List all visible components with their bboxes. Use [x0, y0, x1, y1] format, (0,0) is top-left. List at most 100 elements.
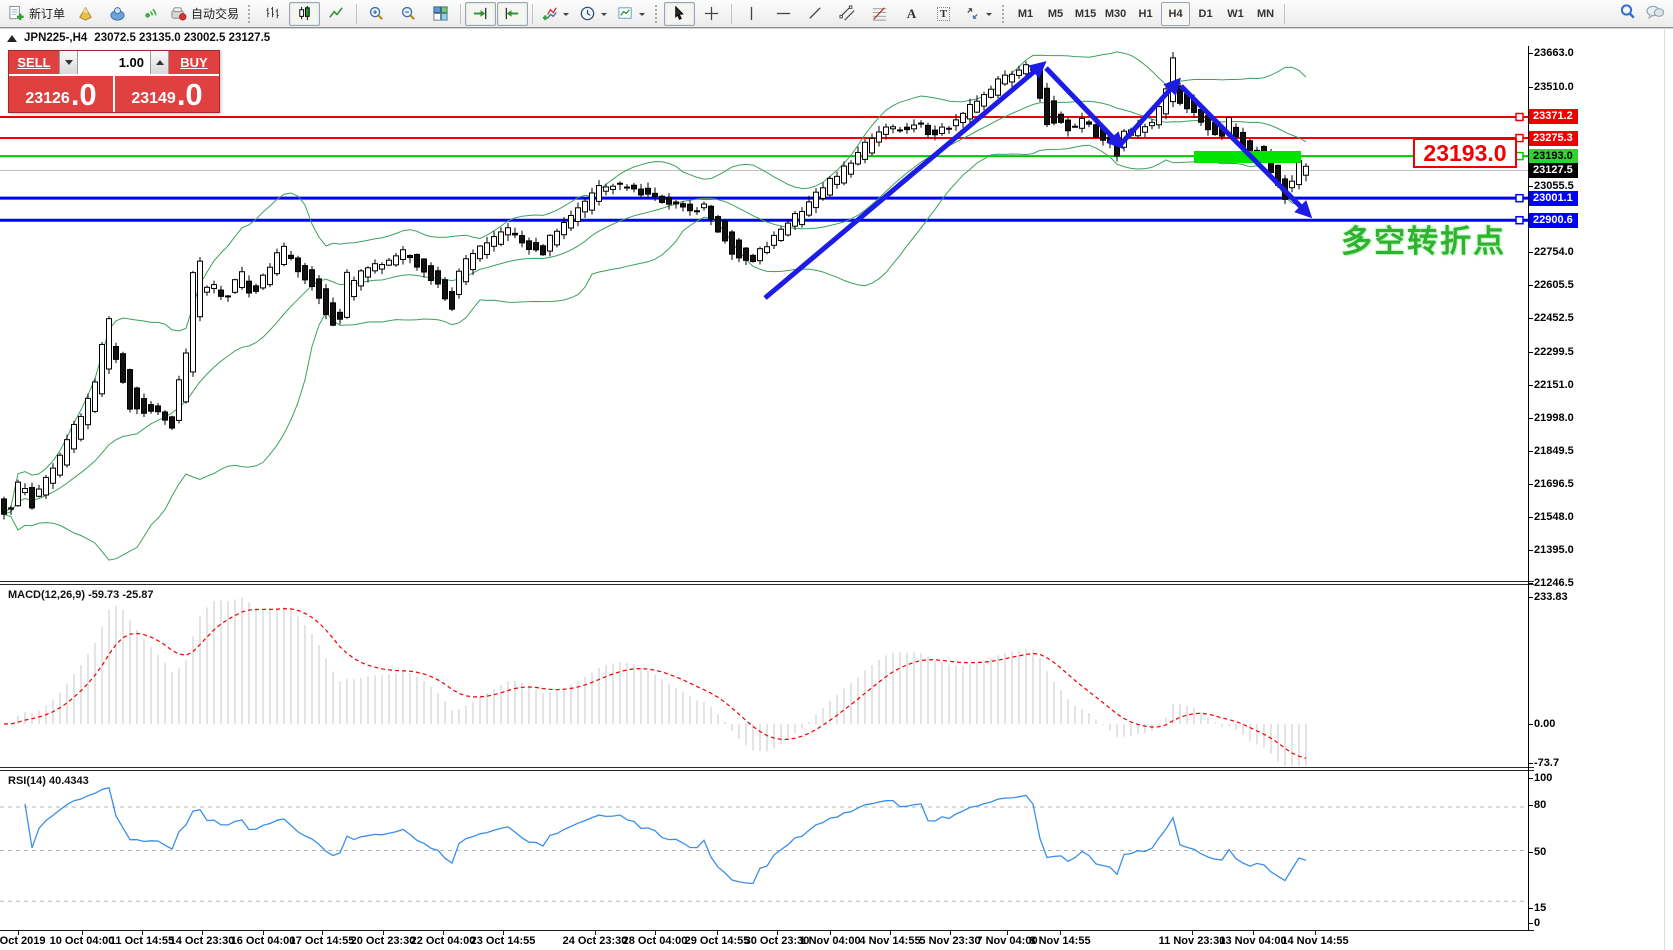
bar-chart-button[interactable] [257, 2, 288, 26]
price-level-text-box[interactable]: 23193.0 [1413, 138, 1517, 168]
price-tick-label: 22605.5 [1534, 278, 1574, 291]
macd-tick-label: -73.7 [1534, 757, 1560, 769]
panel-divider[interactable] [0, 581, 1534, 585]
time-tick-mark [82, 931, 83, 935]
price-level-label: 23371.2 [1529, 109, 1578, 125]
arrows-tool-button[interactable] [960, 2, 997, 26]
clock-icon [580, 6, 595, 21]
time-axis-label: 23 Oct 14:55 [470, 935, 536, 947]
templates-button[interactable] [613, 2, 650, 26]
price-level-label: 23275.3 [1529, 130, 1578, 146]
time-axis-label: 16 Oct 04:00 [230, 935, 296, 947]
time-axis-label: 17 Oct 14:55 [289, 935, 355, 947]
arrows-dropdown-caret [986, 12, 993, 19]
time-tick-mark [950, 931, 951, 935]
panel-divider[interactable] [0, 767, 1534, 771]
timeframe-m1-button[interactable]: M1 [1017, 7, 1034, 20]
timeframe-mn-button[interactable]: MN [1256, 7, 1275, 20]
timeframe-m5-button[interactable]: M5 [1047, 7, 1064, 20]
auto-trading-button[interactable]: 自动交易 [166, 2, 243, 26]
time-axis-label: 28 Oct 04:00 [622, 935, 688, 947]
crosshair-tool-button[interactable] [696, 2, 727, 26]
price-tick-label: 21849.5 [1534, 444, 1574, 457]
templates-dropdown-caret [639, 12, 646, 19]
chart-shift-button[interactable] [497, 1, 529, 26]
rsi-panel-svg[interactable] [0, 773, 1528, 930]
time-tick-mark [1253, 931, 1254, 935]
price-level-label: 23001.1 [1529, 190, 1578, 206]
tile-windows-button[interactable] [425, 2, 456, 26]
macd-panel-svg[interactable] [0, 587, 1528, 769]
time-tick-mark [830, 931, 831, 935]
channel-tool-button[interactable] [832, 2, 863, 26]
volume-increase-button[interactable] [150, 51, 169, 74]
one-click-trading-panel: SELL BUY 23126 .0 23149 .0 [8, 50, 220, 113]
rsi-tick-mark [1528, 805, 1533, 806]
macd-indicator-label: MACD(12,26,9) -59.73 -25.87 [8, 589, 154, 601]
community-button[interactable] [102, 2, 133, 26]
chat-icon[interactable] [1645, 3, 1665, 21]
timeframe-w1-button[interactable]: W1 [1227, 7, 1244, 20]
styler-button[interactable] [70, 2, 101, 26]
text-label-tool-button[interactable]: T [928, 2, 959, 26]
volume-decrease-button[interactable] [59, 51, 78, 74]
price-tick-mark [1528, 484, 1533, 486]
timeframe-d1-button[interactable]: D1 [1198, 7, 1213, 20]
price-tick-mark [1528, 53, 1533, 54]
main-chart-svg[interactable] [0, 46, 1528, 583]
cursor-tool-button[interactable] [664, 1, 696, 26]
fibonacci-tool-button[interactable] [864, 2, 895, 26]
macd-tick-label: 233.83 [1534, 591, 1568, 603]
text-tool-button[interactable]: A [896, 2, 927, 26]
time-tick-mark [142, 931, 143, 935]
vertical-line-tool-button[interactable] [736, 2, 767, 26]
time-tick-mark [443, 931, 444, 935]
price-tick-label: 23055.5 [1534, 180, 1574, 193]
time-tick-mark [717, 931, 718, 935]
trendline-tool-button[interactable] [800, 2, 831, 26]
timeframe-h4-button[interactable]: H4 [1161, 1, 1191, 26]
indicators-button[interactable] [537, 2, 574, 26]
price-level-label: 22900.6 [1529, 212, 1578, 228]
price-tick-mark [1528, 550, 1533, 552]
fibonacci-icon [872, 7, 887, 21]
rsi-tick-mark [1528, 908, 1533, 909]
toolbar-separator [460, 3, 462, 24]
sell-price-display[interactable]: 23126 .0 [9, 76, 115, 112]
periods-dropdown-caret [601, 12, 608, 19]
buy-button[interactable]: BUY [169, 51, 219, 74]
zoom-in-button[interactable] [361, 2, 392, 26]
toolbar-grip [1002, 4, 1006, 23]
timeframe-h1-button[interactable]: H1 [1138, 7, 1153, 20]
time-tick-mark [322, 931, 323, 935]
sell-price-main: 23126 [25, 90, 70, 107]
price-tick-label: 21548.0 [1534, 510, 1574, 523]
time-tick-mark [655, 931, 656, 935]
search-icon[interactable] [1619, 3, 1637, 21]
collapse-chart-icon[interactable] [7, 34, 17, 42]
horizontal-line-tool-button[interactable] [768, 2, 799, 26]
candlestick-chart-button[interactable] [289, 1, 321, 26]
price-tick-label: 22299.5 [1534, 346, 1574, 359]
volume-input[interactable] [78, 51, 150, 74]
price-tick-label: 22452.5 [1534, 312, 1574, 325]
timeframe-m30-button[interactable]: M30 [1104, 7, 1127, 20]
zoom-out-button[interactable] [393, 2, 424, 26]
signal-button[interactable] [134, 2, 165, 26]
time-axis-label: 5 Nov 23:30 [919, 935, 981, 947]
price-tick-mark [1528, 450, 1533, 452]
line-chart-button[interactable] [321, 2, 352, 26]
timeframe-m15-button[interactable]: M15 [1074, 7, 1097, 20]
auto-scroll-button[interactable] [465, 1, 497, 26]
sell-button[interactable]: SELL [9, 51, 59, 74]
new-order-button[interactable]: 新订单 [4, 2, 69, 26]
main-toolbar: 新订单 自动交易 [0, 0, 1673, 28]
time-axis-label: 13 Nov 04:00 [1219, 935, 1287, 947]
buy-price-display[interactable]: 23149 .0 [115, 76, 219, 112]
turning-point-annotation[interactable]: 多空转折点 [1341, 224, 1506, 259]
periods-button[interactable] [575, 2, 612, 26]
price-tick-label: 23510.0 [1534, 80, 1574, 93]
toolbar-separator [731, 3, 733, 24]
